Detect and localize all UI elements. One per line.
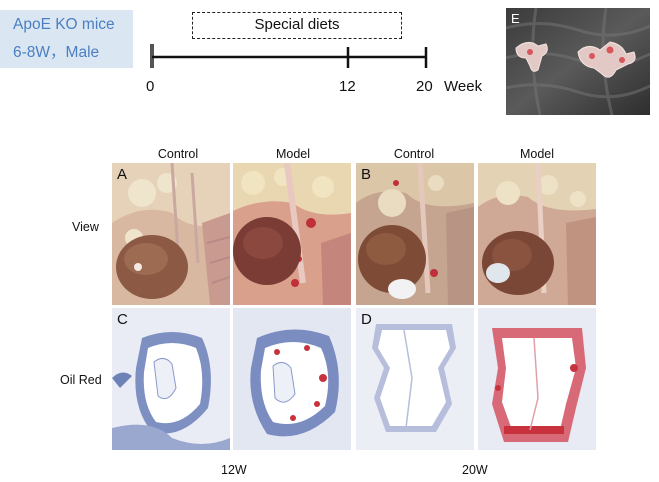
column-header-control-20w: Control [393,147,435,161]
mice-strain-label: ApoE KO mice [13,16,115,33]
timepoint-12w: 12W [221,463,247,477]
panel-a-view-control: A [112,163,230,305]
panel-b-view-model [478,163,596,305]
row-label-view: View [72,220,99,234]
panel-label-e: E [511,11,520,26]
panel-d-oilred-control: D [356,308,474,450]
panel-c-oilred-model [233,308,351,450]
row-label-oil-red: Oil Red [60,373,102,387]
tick-label-0: 0 [146,78,155,95]
panel-label-d: D [361,311,372,328]
tick-label-20: 20 [416,78,433,95]
column-header-model-20w: Model [519,147,555,161]
mice-info-box: ApoE KO mice 6-8W，Male [0,10,133,68]
panel-label-a: A [117,166,128,183]
timeline [150,44,428,68]
panel-a-view-model [233,163,351,305]
timepoint-20w: 20W [462,463,488,477]
mice-age-sex-label: 6-8W，Male [13,44,100,61]
panel-b-view-control: B [356,163,474,305]
special-diets-box: Special diets [192,12,402,39]
panel-e-photo: E [506,8,650,115]
panel-label-c: C [117,311,128,328]
panel-label-b: B [361,166,372,183]
tick-label-12: 12 [339,78,356,95]
panel-c-oilred-control: C [112,308,230,450]
column-header-model-12w: Model [275,147,311,161]
panel-d-oilred-model [478,308,596,450]
column-header-control-12w: Control [157,147,199,161]
week-unit-label: Week [444,78,483,95]
